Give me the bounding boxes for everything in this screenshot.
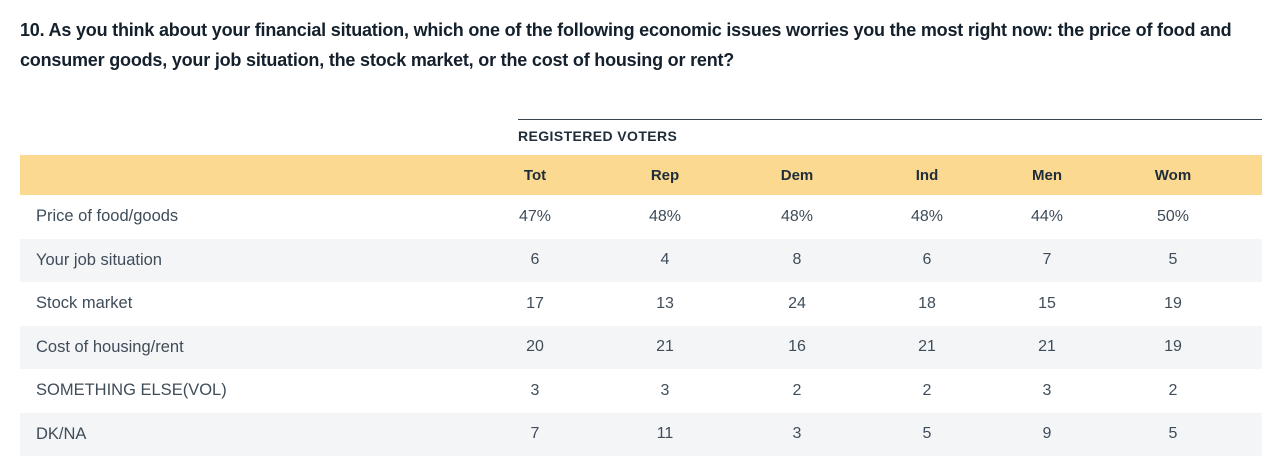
cell-value: 4 xyxy=(660,251,670,269)
header-label-spacer xyxy=(20,155,470,195)
row-label: Cost of housing/rent xyxy=(36,337,184,356)
cell-value: 6 xyxy=(922,251,932,269)
row-label: SOMETHING ELSE(VOL) xyxy=(36,381,227,400)
spacer-cell xyxy=(1242,195,1262,239)
table-row: Your job situation 6 4 8 6 7 5 xyxy=(20,238,1262,283)
table-row: Price of food/goods 47% 48% 48% 48% 44% … xyxy=(20,195,1262,239)
column-header-rep: Rep xyxy=(650,166,680,184)
spacer-cell xyxy=(1242,155,1262,195)
cell-value: 17 xyxy=(526,294,544,312)
column-header-row: Tot Rep Dem Ind Men Wom xyxy=(20,155,1262,195)
column-header-ind: Ind xyxy=(915,166,939,184)
cell-value: 5 xyxy=(922,425,932,443)
cell-value: 2 xyxy=(792,381,802,399)
cell-value: 44% xyxy=(1030,207,1064,225)
cell-value: 6 xyxy=(530,251,540,269)
spacer-cell xyxy=(1242,282,1262,326)
column-header-tot: Tot xyxy=(523,166,547,184)
row-label: DK/NA xyxy=(36,424,87,443)
row-label: Your job situation xyxy=(36,250,162,269)
cell-value: 8 xyxy=(792,251,802,269)
cell-value: 21 xyxy=(918,338,936,356)
table-row: Cost of housing/rent 20 21 16 21 21 19 xyxy=(20,325,1262,370)
cell-value: 47% xyxy=(518,207,552,225)
cell-value: 7 xyxy=(530,425,540,443)
cell-value: 5 xyxy=(1168,425,1178,443)
column-header-men: Men xyxy=(1032,166,1062,184)
cell-value: 7 xyxy=(1042,251,1052,269)
spacer-cell xyxy=(1242,369,1262,413)
row-label: Stock market xyxy=(36,294,133,313)
cell-value: 19 xyxy=(1164,338,1182,356)
cell-value: 19 xyxy=(1164,294,1182,312)
table-row: Stock market 17 13 24 18 15 19 xyxy=(20,282,1262,326)
cell-value: 3 xyxy=(1042,381,1052,399)
cell-value: 24 xyxy=(788,294,806,312)
cell-value: 3 xyxy=(792,425,802,443)
cell-value: 21 xyxy=(1038,338,1056,356)
cell-value: 11 xyxy=(656,425,674,443)
results-table: Tot Rep Dem Ind Men Wom Price of food/go… xyxy=(20,155,1262,456)
cell-value: 3 xyxy=(530,381,540,399)
cell-value: 15 xyxy=(1038,294,1056,312)
cell-value: 2 xyxy=(1168,381,1178,399)
question-text: 10. As you think about your financial si… xyxy=(20,20,1232,70)
cell-value: 48% xyxy=(910,207,944,225)
column-header-dem: Dem xyxy=(780,166,814,184)
cell-value: 48% xyxy=(780,207,814,225)
cell-value: 9 xyxy=(1042,425,1052,443)
cell-value: 21 xyxy=(656,338,674,356)
spacer-cell xyxy=(1242,326,1262,370)
group-header-registered-voters: REGISTERED VOTERS xyxy=(518,119,1262,155)
cell-value: 20 xyxy=(526,338,544,356)
spacer-cell xyxy=(1242,413,1262,457)
row-label: Price of food/goods xyxy=(36,207,179,226)
table-row: DK/NA 7 11 3 5 9 5 xyxy=(20,412,1262,457)
cell-value: 50% xyxy=(1156,207,1190,225)
cell-value: 48% xyxy=(648,207,682,225)
cell-value: 18 xyxy=(918,294,936,312)
cell-value: 5 xyxy=(1168,251,1178,269)
spacer-cell xyxy=(1242,239,1262,283)
table-row: SOMETHING ELSE(VOL) 3 3 2 2 3 2 xyxy=(20,369,1262,413)
crosstab-table: REGISTERED VOTERS Tot Rep Dem Ind Men Wo… xyxy=(20,119,1262,456)
cell-value: 2 xyxy=(922,381,932,399)
cell-value: 16 xyxy=(788,338,806,356)
cell-value: 3 xyxy=(660,381,670,399)
column-header-wom: Wom xyxy=(1154,166,1192,184)
cell-value: 13 xyxy=(656,294,674,312)
